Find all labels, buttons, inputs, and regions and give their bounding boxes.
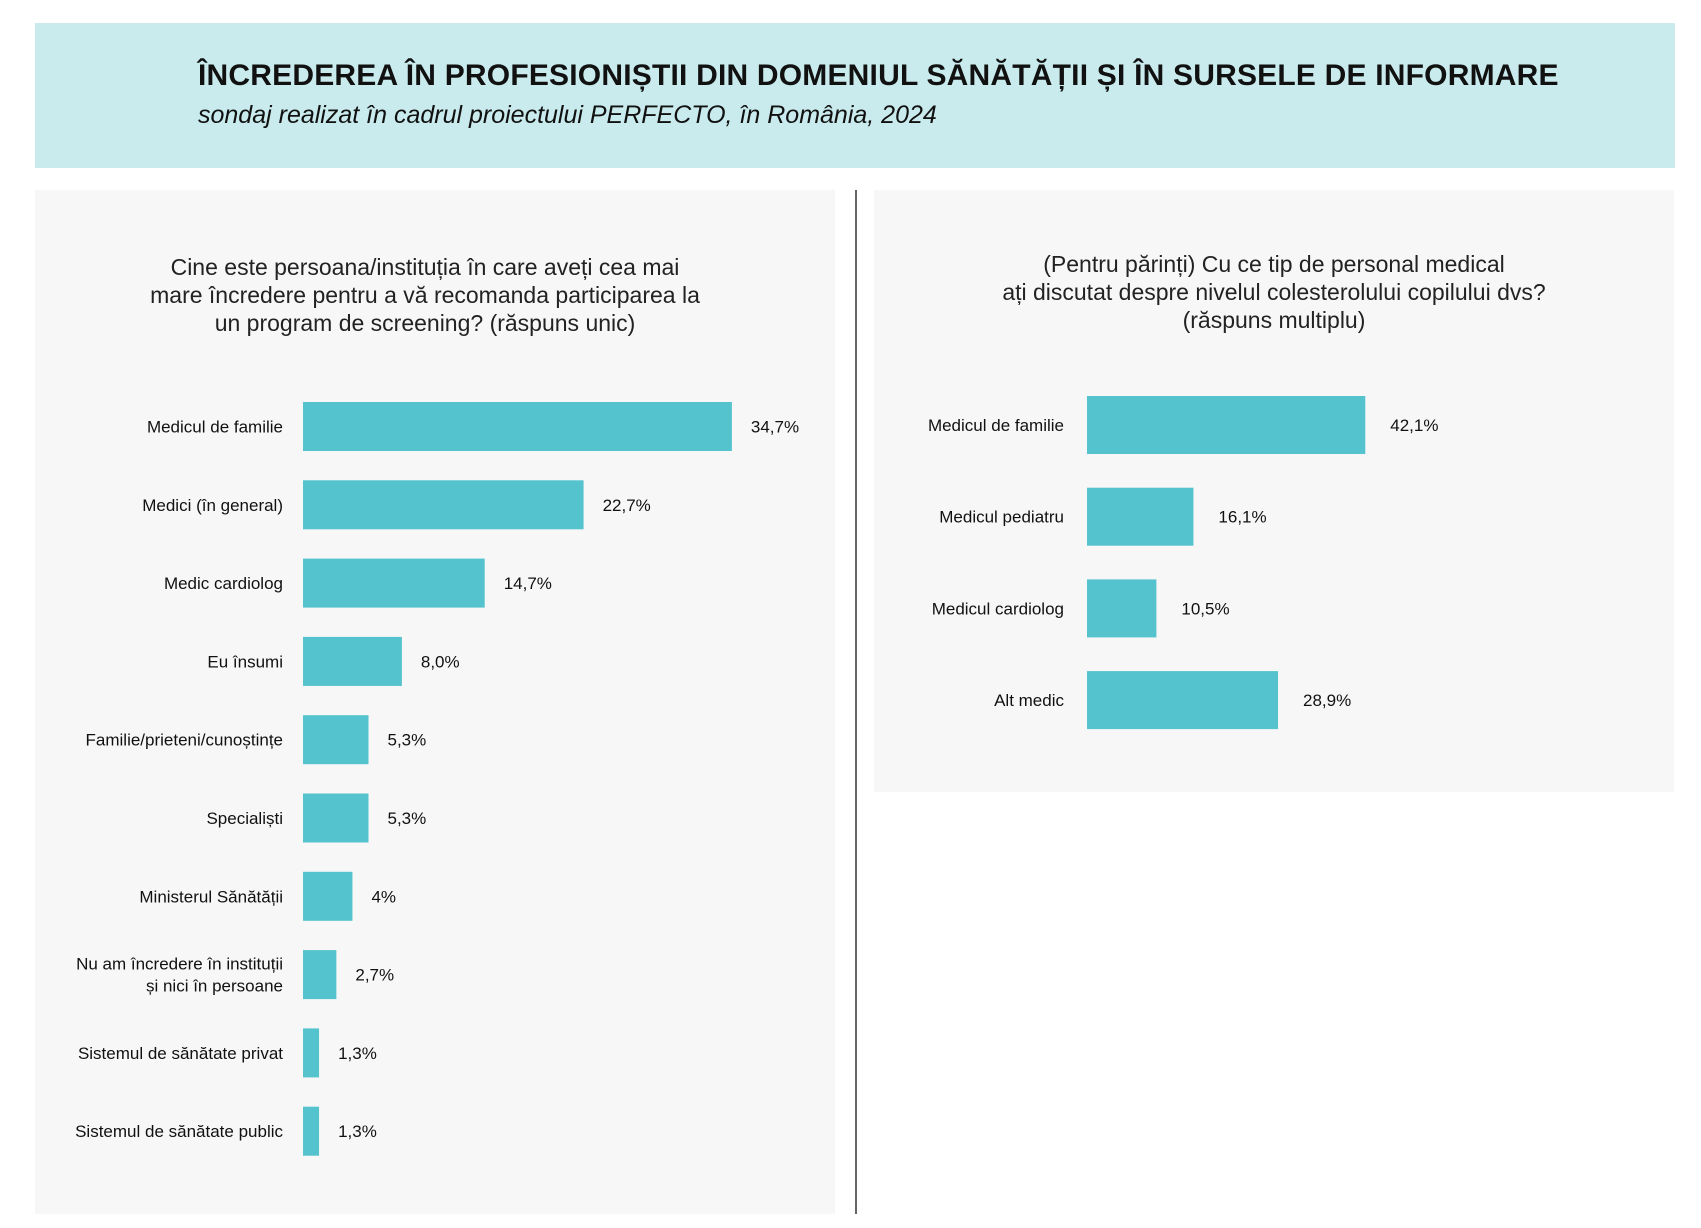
left-value-label-8: 2,7% — [355, 966, 394, 985]
right-bar-2 — [1087, 487, 1194, 546]
right-chart-question: (Pentru părinți) Cu ce tip de personal m… — [1002, 251, 1546, 333]
header-banner: ÎNCREDEREA ÎN PROFESIONIȘTII DIN DOMENIU… — [35, 23, 1675, 168]
right-value-label-4: 28,9% — [1303, 691, 1351, 710]
left-category-label-2: Medici (în general) — [142, 496, 283, 515]
left-category-label-8: Nu am încredere în instituții și nici în … — [76, 955, 283, 996]
right-bar-1 — [1087, 396, 1366, 454]
left-bar-1 — [303, 402, 732, 451]
left-bar-5 — [303, 715, 369, 765]
right-category-label-2: Medicul pediatru — [939, 508, 1064, 527]
left-bar-6 — [303, 793, 369, 843]
left-value-label-6: 5,3% — [388, 809, 427, 828]
left-category-label-5: Familie/prieteni/cunoștințe — [86, 731, 283, 750]
left-bar-4 — [303, 636, 402, 686]
left-category-label-1: Medicul de familie — [147, 418, 283, 437]
left-value-label-5: 5,3% — [388, 731, 427, 750]
left-value-label-2: 22,7% — [603, 496, 651, 515]
left-category-label-6: Specialiști — [206, 809, 283, 828]
right-category-label-4: Alt medic — [994, 691, 1064, 710]
left-value-label-10: 1,3% — [338, 1122, 377, 1141]
left-bar-7 — [303, 871, 353, 921]
right-bar-3 — [1087, 579, 1157, 638]
left-bar-2 — [303, 480, 584, 530]
left-category-label-9: Sistemul de sănătate privat — [78, 1044, 283, 1063]
left-value-label-7: 4% — [371, 887, 396, 906]
page-subtitle: sondaj realizat în cadrul proiectului PE… — [198, 101, 937, 129]
right-chart-panel: (Pentru părinți) Cu ce tip de personal m… — [874, 190, 1674, 792]
left-bar-9 — [303, 1028, 320, 1078]
right-category-label-3: Medicul cardiolog — [932, 599, 1064, 618]
left-value-label-4: 8,0% — [421, 652, 460, 671]
left-category-label-4: Eu însumi — [207, 652, 283, 671]
right-value-label-3: 10,5% — [1181, 599, 1229, 618]
right-value-label-2: 16,1% — [1218, 508, 1266, 527]
left-value-label-3: 14,7% — [504, 574, 552, 593]
left-chart-question: Cine este persoana/instituția în care av… — [150, 254, 700, 336]
right-value-label-1: 42,1% — [1390, 416, 1438, 435]
page-title: ÎNCREDEREA ÎN PROFESIONIȘTII DIN DOMENIU… — [198, 59, 1559, 92]
left-category-label-7: Ministerul Sănătății — [139, 887, 283, 906]
left-value-label-9: 1,3% — [338, 1044, 377, 1063]
left-value-label-1: 34,7% — [751, 418, 799, 437]
left-bar-10 — [303, 1106, 320, 1156]
right-bar-4 — [1087, 671, 1279, 730]
left-bar-8 — [303, 950, 337, 1000]
left-bar-3 — [303, 558, 485, 608]
left-category-label-3: Medic cardiolog — [164, 574, 283, 593]
right-category-label-1: Medicul de familie — [928, 416, 1064, 435]
left-category-label-10: Sistemul de sănătate public — [75, 1122, 283, 1141]
panel-divider — [855, 190, 857, 1214]
left-chart-panel: Cine este persoana/instituția în care av… — [35, 190, 835, 1214]
